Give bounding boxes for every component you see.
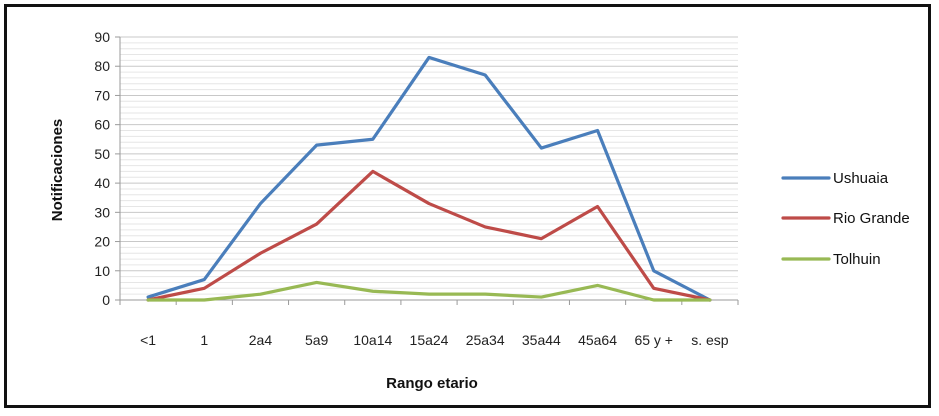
y-tick-label: 80: [94, 58, 110, 74]
x-axis: <1 1 2a4 5a9 10a14 15a24 25a34 35a44 45a64 65 y +…: [119, 299, 739, 348]
x-tick-label: s. esp: [691, 332, 729, 348]
y-axis-title: Notificaciones: [49, 119, 66, 222]
x-tick-label: 5a9: [305, 332, 329, 348]
legend-item-rio-grande: Rio Grande: [781, 210, 910, 227]
series-lines: [146, 55, 712, 302]
y-axis: 0 10 20 30 40 50 60 70 80 90: [94, 29, 121, 308]
x-tick-label: 15a24: [410, 332, 449, 348]
y-tick-label: 60: [94, 117, 110, 133]
plot-area: [120, 37, 738, 300]
y-tick-label: 50: [94, 146, 110, 162]
y-tick-label: 0: [102, 292, 110, 308]
x-axis-title: Rango etario: [386, 375, 478, 392]
y-tick-label: 90: [94, 29, 110, 45]
legend-label: Tolhuin: [833, 251, 881, 268]
x-tick-label: <1: [140, 332, 156, 348]
series-line-tolhuin: [146, 280, 712, 302]
y-tick-label: 30: [94, 204, 110, 220]
y-tick-label: 10: [94, 263, 110, 279]
legend-item-tolhuin: Tolhuin: [781, 251, 881, 268]
x-tick-label: 45a64: [578, 332, 617, 348]
plot-background: [120, 37, 738, 300]
legend-item-ushuaia: Ushuaia: [781, 170, 889, 187]
x-tick-label: 65 y +: [634, 332, 673, 348]
x-tick-label: 25a34: [466, 332, 505, 348]
legend: Ushuaia Rio Grande Tolhuin: [781, 170, 910, 268]
legend-label: Rio Grande: [833, 210, 910, 227]
x-tick-label: 1: [200, 332, 208, 348]
y-tick-label: 40: [94, 175, 110, 191]
legend-label: Ushuaia: [833, 170, 889, 187]
series-line-rio-grande: [146, 169, 712, 302]
series-line-ushuaia: [146, 55, 712, 302]
x-tick-label: 35a44: [522, 332, 561, 348]
x-tick-label: 2a4: [249, 332, 273, 348]
y-tick-label: 20: [94, 234, 110, 250]
y-tick-label: 70: [94, 87, 110, 103]
x-tick-label: 10a14: [353, 332, 392, 348]
